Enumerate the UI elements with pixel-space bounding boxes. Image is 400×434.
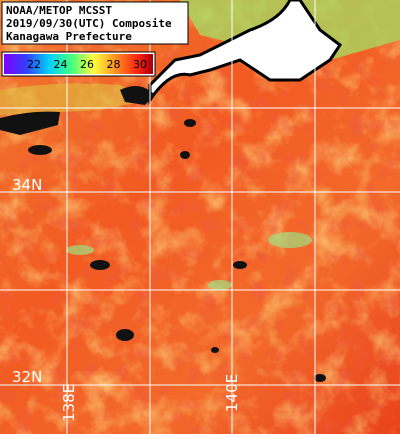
colorbar-label: 28 [107, 58, 121, 71]
land [148, 0, 343, 105]
longitude-label: 138E [60, 384, 78, 422]
colorbar-label: 30 [133, 58, 147, 71]
colorbar-label: 26 [80, 58, 94, 71]
latitude-label: 34N [12, 176, 42, 194]
latitude-label: 32N [12, 368, 42, 386]
cloud-mask [0, 111, 60, 135]
cloud-mask [28, 119, 326, 382]
land [120, 86, 155, 105]
header-line: NOAA/METOP MCSST [6, 4, 112, 17]
header-box [1, 1, 189, 45]
coastal-water [0, 83, 150, 115]
cool-patch [66, 232, 312, 290]
colorbar-label: 22 [27, 58, 41, 71]
colorbar-label: 24 [54, 58, 68, 71]
header-line: 2019/09/30(UTC) Composite [6, 17, 172, 30]
longitude-label: 140E [223, 374, 241, 412]
header-line: Kanagawa Prefecture [6, 30, 132, 43]
colorbar [4, 54, 153, 74]
